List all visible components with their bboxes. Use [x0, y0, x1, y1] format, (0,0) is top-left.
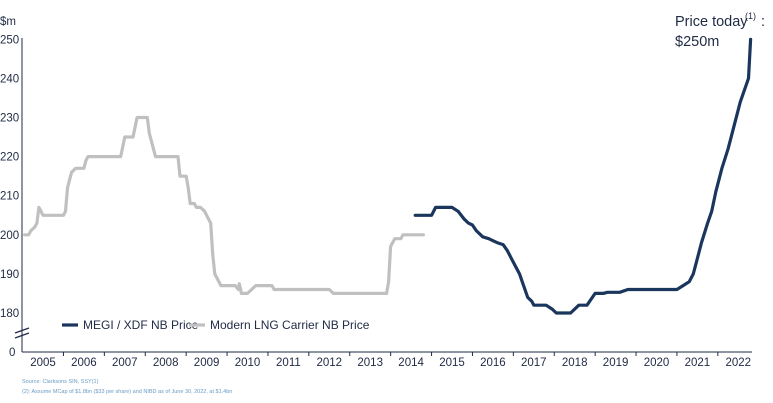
annotation-value: $250m [675, 34, 719, 50]
x-tick-label: 2011 [276, 357, 301, 369]
footnote-source: Source: Clarksons SIN, SSY(1) [22, 379, 99, 385]
axis-break-mark [14, 327, 30, 334]
y-tick-label: 230 [0, 113, 19, 125]
y-tick-label: 200 [0, 230, 19, 242]
x-tick-label: 2015 [439, 357, 465, 369]
legend-label-lng: Modern LNG Carrier NB Price [210, 318, 370, 332]
x-axis: 2005 2006 2007 2008 2009 2010 2011 2012 2013 2014… [22, 351, 752, 369]
x-tick-label: 2005 [30, 357, 56, 369]
y-tick-label: 250 [0, 34, 19, 46]
annotation-colon: : [761, 14, 765, 30]
y-tick-label: 240 [0, 73, 19, 85]
y-tick-label: 180 [0, 308, 19, 320]
x-tick-label: 2014 [398, 357, 424, 369]
series-layer [23, 37, 753, 315]
annotation-superscript: (1) [745, 11, 756, 21]
x-tick-label: 2013 [357, 357, 383, 369]
x-tick-label: 2008 [153, 357, 179, 369]
series-line-lng [23, 115, 425, 295]
x-tick-label: 2017 [521, 357, 547, 369]
y-tick-label: 220 [0, 152, 19, 164]
x-tick-label: 2010 [235, 357, 261, 369]
legend: MEGI / XDF NB Price Modern LNG Carrier N… [62, 318, 370, 332]
annotation-text: Price today [675, 14, 748, 30]
footnote-assumption: (2): Assume MCap of $1.8bn ($33 per shar… [22, 389, 233, 395]
x-tick-label: 2021 [685, 357, 711, 369]
x-tick-label: 2018 [562, 357, 588, 369]
svg-text:Price today: Price today [675, 14, 748, 30]
x-tick-label: 2007 [112, 357, 138, 369]
x-tick-label: 2006 [71, 357, 97, 369]
y-tick-zero: 0 [9, 347, 15, 359]
price-today-annotation: Price today (1) : $250m [675, 11, 765, 50]
x-tick-label: 2020 [644, 357, 670, 369]
legend-label-megi: MEGI / XDF NB Price [83, 318, 199, 332]
x-tick-label: 2016 [480, 357, 506, 369]
x-tick-label: 2012 [317, 357, 343, 369]
series-line-megi [413, 37, 753, 315]
x-tick-label: 2009 [194, 357, 220, 369]
y-axis-label: $m [0, 16, 16, 28]
axis-break-mark [14, 332, 30, 339]
x-tick-label: 2019 [603, 357, 629, 369]
x-tick-label: 2022 [726, 357, 752, 369]
y-tick-label: 190 [0, 269, 19, 281]
y-axis: 180 190 200 210 220 230 240 250 0 [0, 34, 30, 359]
y-tick-label: 210 [0, 191, 19, 203]
